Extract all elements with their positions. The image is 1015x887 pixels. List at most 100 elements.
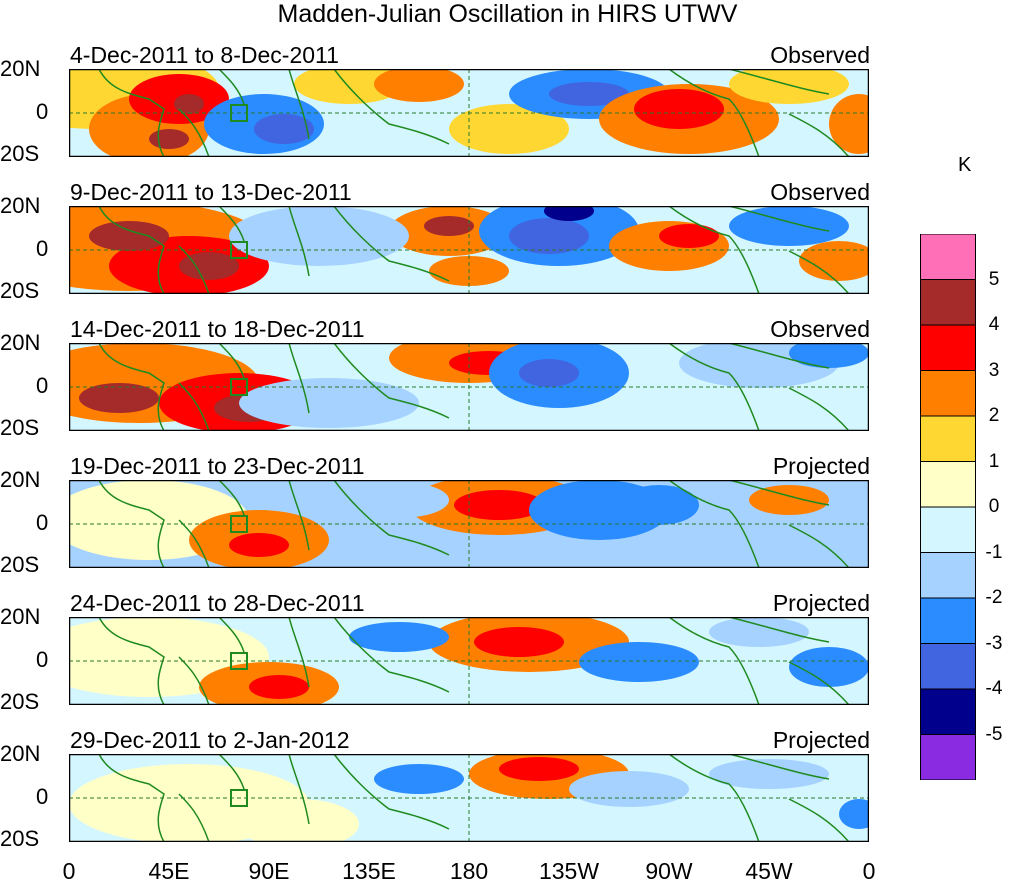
- coastline: [728, 69, 830, 95]
- panel-date-range: 29-Dec-2011 to 2-Jan-2012: [70, 727, 350, 753]
- colorbar-segment: [920, 279, 976, 326]
- coastline: [178, 656, 210, 705]
- longitude-tick-label: 135E: [342, 858, 396, 884]
- colorbar-segment: [920, 324, 976, 371]
- panel-kind-label: Observed: [770, 316, 870, 342]
- longitude-tick-label: 90E: [248, 858, 290, 884]
- coastline: [288, 69, 310, 140]
- latitude-label: 0: [36, 784, 49, 809]
- anomaly-contour: [789, 343, 869, 368]
- panel-kind-label: Observed: [770, 179, 870, 205]
- coastline: [788, 387, 850, 431]
- anomaly-contour: [349, 482, 449, 518]
- anomaly-contour: [239, 378, 419, 428]
- latitude-label: 20S: [0, 689, 40, 714]
- coastline: [788, 661, 850, 705]
- colorbar-label: 1: [988, 450, 1000, 472]
- anomaly-contour: [449, 104, 569, 154]
- anomaly-contour: [374, 764, 464, 794]
- latitude-label: 20S: [0, 141, 40, 166]
- colorbar-label: 0: [988, 496, 1000, 517]
- coastline: [668, 343, 760, 431]
- latitude-label: 20S: [0, 415, 40, 440]
- map-frame: [69, 69, 869, 157]
- colorbar-segment: [920, 597, 976, 644]
- anomaly-contour: [839, 799, 869, 829]
- colorbar-label: 2: [988, 405, 1000, 426]
- coastline: [668, 754, 760, 842]
- map-frame: [69, 617, 869, 705]
- map-panel: 29-Dec-2011 to 2-Jan-2012 Projected 20N 0 20…: [0, 685, 880, 851]
- coastline: [218, 480, 245, 516]
- reference-box: [230, 789, 248, 807]
- colorbar-label: 5: [988, 268, 1000, 290]
- longitude-tick-label: 180: [449, 858, 489, 884]
- anomaly-contour: [799, 241, 869, 281]
- colorbar-segment: [920, 506, 976, 553]
- anomaly-contour: [239, 799, 359, 842]
- coastline: [218, 69, 245, 105]
- anomaly-contour: [659, 224, 719, 248]
- map-frame: [69, 343, 869, 431]
- anomaly-contour: [569, 771, 689, 807]
- colorbar-label: -3: [985, 632, 1003, 654]
- coastline: [333, 206, 450, 282]
- map-panel: 19-Dec-2011 to 23-Dec-2011 Projected 20N 0 2…: [0, 411, 880, 577]
- coastline: [788, 250, 850, 294]
- coastline: [98, 343, 165, 431]
- longitude-tick-label: 90W: [645, 858, 693, 884]
- anomaly-contour: [454, 490, 544, 520]
- coastline: [668, 480, 760, 568]
- coastline: [728, 480, 830, 506]
- coastline: [333, 754, 450, 830]
- figure-title: Madden-Julian Oscillation in HIRS UTWV: [277, 0, 738, 28]
- anomaly-map: [69, 206, 869, 294]
- anomaly-contour: [349, 622, 449, 652]
- coastline: [218, 206, 245, 242]
- coastline: [98, 206, 165, 294]
- map-panel: 14-Dec-2011 to 18-Dec-2011 Observed 20N 0 20…: [0, 274, 880, 440]
- colorbar-segment: [920, 461, 976, 508]
- latitude-label: 0: [36, 647, 49, 672]
- panel-date-range: 19-Dec-2011 to 23-Dec-2011: [70, 453, 365, 479]
- coastline: [288, 343, 310, 414]
- anomaly-contour: [749, 485, 829, 515]
- longitude-tick-label: 45W: [745, 858, 793, 884]
- coastline: [218, 343, 245, 379]
- map-frame: [69, 206, 869, 294]
- panel-date-range: 9-Dec-2011 to 13-Dec-2011: [70, 179, 352, 205]
- reference-box: [230, 515, 248, 533]
- colorbar-segment: [920, 415, 976, 462]
- coastline: [288, 617, 310, 688]
- anomaly-contour: [634, 89, 724, 129]
- anomaly-contour: [474, 627, 564, 657]
- anomaly-contour: [709, 617, 809, 647]
- anomaly-contour: [579, 642, 699, 682]
- latitude-label: 0: [36, 99, 49, 124]
- colorbar-segment: [920, 234, 976, 280]
- colorbar-label: -2: [985, 587, 1003, 608]
- map-frame: [69, 480, 869, 568]
- panel-kind-label: Projected: [772, 727, 870, 753]
- panel-date-range: 14-Dec-2011 to 18-Dec-2011: [70, 316, 365, 342]
- anomaly-contour: [729, 69, 849, 104]
- reference-box: [230, 241, 248, 259]
- latitude-label: 0: [36, 510, 49, 535]
- colorbar: [920, 234, 976, 780]
- latitude-label: 20N: [0, 193, 41, 218]
- latitude-label: 20S: [0, 552, 40, 577]
- latitude-label: 20N: [0, 330, 41, 355]
- anomaly-contour: [229, 533, 289, 557]
- coastline: [98, 617, 165, 705]
- latitude-label: 0: [36, 236, 49, 261]
- coastline: [333, 617, 450, 693]
- anomaly-contour: [89, 221, 169, 251]
- coastline: [178, 245, 210, 294]
- coastline: [98, 69, 165, 157]
- anomaly-contour: [619, 485, 699, 525]
- latitude-label: 20S: [0, 278, 40, 303]
- panel-date-range: 24-Dec-2011 to 28-Dec-2011: [70, 590, 365, 616]
- colorbar-segment: [920, 643, 976, 690]
- coastline: [788, 524, 850, 568]
- anomaly-contour: [174, 94, 204, 114]
